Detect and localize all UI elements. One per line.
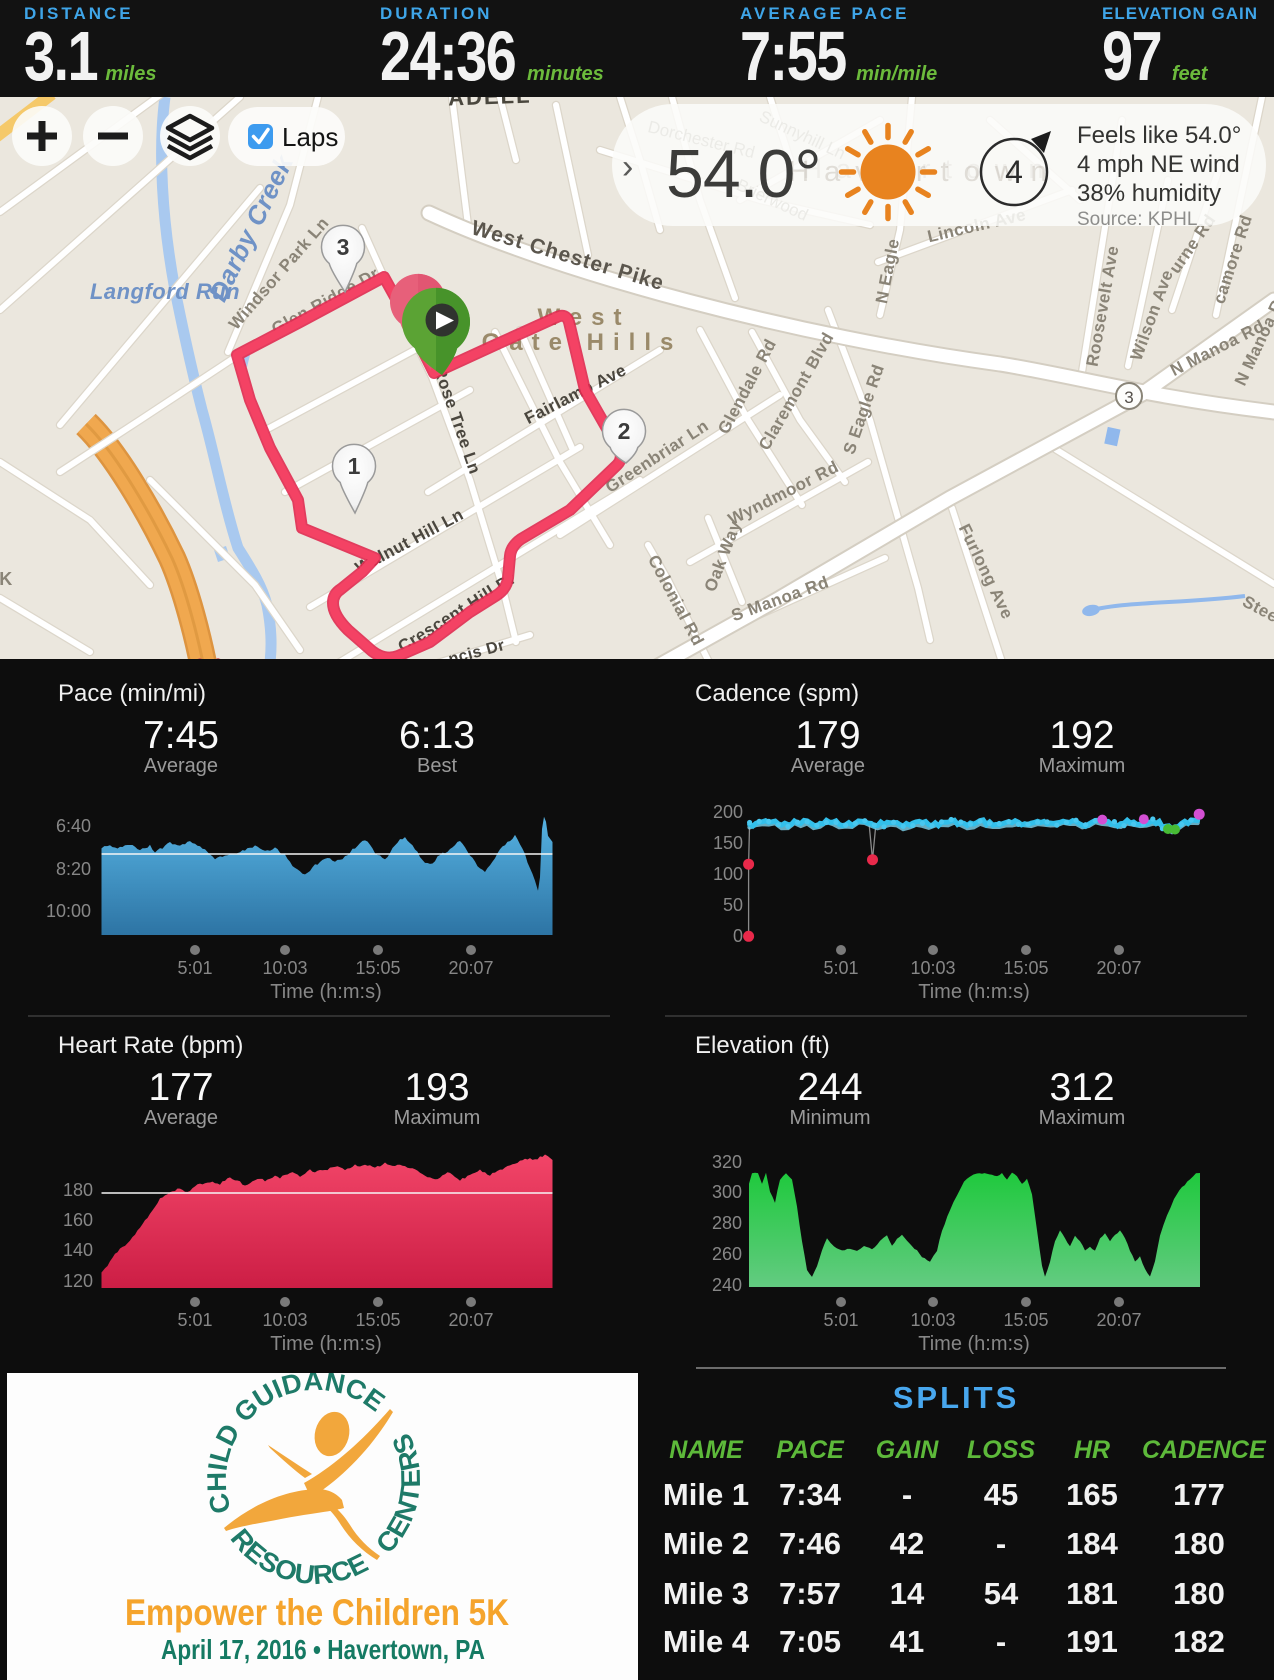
svg-text:260: 260	[712, 1244, 742, 1264]
svg-text:180: 180	[63, 1180, 93, 1200]
svg-text:Maximum: Maximum	[1039, 1107, 1126, 1129]
svg-text:193: 193	[404, 1066, 469, 1109]
svg-text:Time (h:m:s): Time (h:m:s)	[270, 1333, 381, 1355]
svg-text:Best: Best	[417, 755, 457, 777]
svg-text:Time (h:m:s): Time (h:m:s)	[918, 981, 1029, 1003]
svg-text:8:20: 8:20	[56, 859, 91, 879]
svg-text:Maximum: Maximum	[394, 1107, 481, 1129]
svg-text:50: 50	[723, 895, 743, 915]
svg-text:20:07: 20:07	[1096, 958, 1141, 978]
svg-text:10:03: 10:03	[262, 1310, 307, 1330]
svg-text:10:03: 10:03	[262, 958, 307, 978]
svg-text:140: 140	[63, 1240, 93, 1260]
svg-text:5:01: 5:01	[823, 1310, 858, 1330]
svg-text:20:07: 20:07	[448, 958, 493, 978]
svg-text:20:07: 20:07	[448, 1310, 493, 1330]
svg-text:15:05: 15:05	[355, 1310, 400, 1330]
svg-text:3: 3	[337, 234, 350, 260]
svg-text:200: 200	[713, 802, 743, 822]
svg-text:320: 320	[712, 1152, 742, 1172]
svg-text:177: 177	[148, 1066, 213, 1109]
svg-text:54.0°: 54.0°	[666, 136, 821, 212]
svg-text:K: K	[0, 569, 13, 589]
svg-text:5:01: 5:01	[177, 1310, 212, 1330]
svg-text:192: 192	[1049, 714, 1114, 757]
svg-text:160: 160	[63, 1210, 93, 1230]
svg-text:Langford Run: Langford Run	[90, 279, 240, 304]
svg-text:Time (h:m:s): Time (h:m:s)	[918, 1333, 1029, 1355]
svg-text:Time (h:m:s): Time (h:m:s)	[270, 981, 381, 1003]
svg-text:Average: Average	[144, 755, 218, 777]
svg-text:100: 100	[713, 864, 743, 884]
svg-text:6:40: 6:40	[56, 816, 91, 836]
svg-text:5:01: 5:01	[823, 958, 858, 978]
svg-text:10:00: 10:00	[46, 901, 91, 921]
svg-text:Average: Average	[791, 755, 865, 777]
svg-text:0: 0	[733, 926, 743, 946]
svg-text:Average: Average	[144, 1107, 218, 1129]
svg-text:2: 2	[618, 418, 631, 444]
svg-text:4 mph NE wind: 4 mph NE wind	[1077, 151, 1240, 178]
svg-text:300: 300	[712, 1182, 742, 1202]
svg-text:Minimum: Minimum	[789, 1107, 870, 1129]
svg-text:38% humidity: 38% humidity	[1077, 180, 1221, 207]
svg-text:244: 244	[797, 1066, 862, 1109]
svg-text:7:45: 7:45	[143, 714, 219, 757]
svg-text:3: 3	[1124, 388, 1133, 407]
svg-text:10:03: 10:03	[910, 958, 955, 978]
svg-text:120: 120	[63, 1271, 93, 1291]
svg-text:6:13: 6:13	[399, 714, 475, 757]
svg-text:ADELL: ADELL	[448, 97, 532, 110]
svg-text:20:07: 20:07	[1096, 1310, 1141, 1330]
svg-text:15:05: 15:05	[355, 958, 400, 978]
svg-text:1: 1	[348, 453, 361, 479]
svg-text:›: ›	[622, 148, 633, 186]
svg-text:April 17, 2016 • Havertown,: April 17, 2016 • Havertown, PA	[161, 1634, 485, 1665]
svg-text:Havertown: Havertown	[788, 156, 1062, 188]
svg-text:10:03: 10:03	[910, 1310, 955, 1330]
svg-text:Maximum: Maximum	[1039, 755, 1126, 777]
svg-text:15:05: 15:05	[1003, 958, 1048, 978]
svg-text:150: 150	[713, 833, 743, 853]
svg-text:Heart Rate (bpm): Heart Rate (bpm)	[58, 1032, 243, 1059]
svg-text:Laps: Laps	[282, 122, 338, 152]
svg-text:280: 280	[712, 1213, 742, 1233]
svg-text:Empower the Children 5K: Empower the Children 5K	[125, 1592, 509, 1633]
svg-text:15:05: 15:05	[1003, 1310, 1048, 1330]
svg-text:5:01: 5:01	[177, 958, 212, 978]
svg-text:312: 312	[1049, 1066, 1114, 1109]
svg-text:4: 4	[1005, 154, 1023, 190]
svg-text:179: 179	[795, 714, 860, 757]
svg-text:Elevation (ft): Elevation (ft)	[695, 1032, 830, 1059]
svg-text:Feels like 54.0°: Feels like 54.0°	[1077, 122, 1241, 149]
svg-text:Pace (min/mi): Pace (min/mi)	[58, 680, 206, 707]
svg-text:Cadence (spm): Cadence (spm)	[695, 680, 859, 707]
svg-text:Source: KPHL: Source: KPHL	[1077, 209, 1197, 230]
svg-text:240: 240	[712, 1275, 742, 1295]
